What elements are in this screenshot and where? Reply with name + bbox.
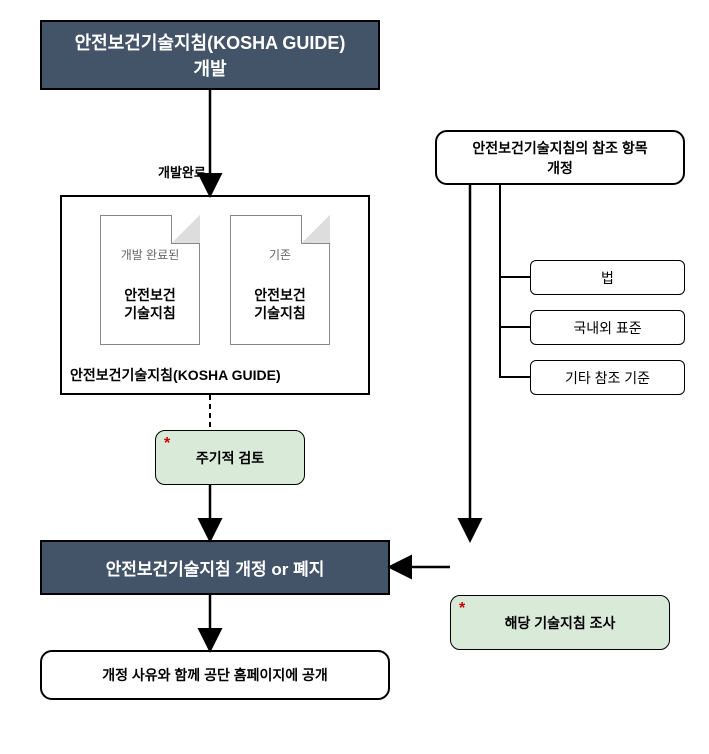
node-periodic-review: * 주기적 검토 [155, 430, 305, 485]
node-investigate: * 해당 기술지침 조사 [450, 595, 670, 650]
node-reference-revision: 안전보건기술지침의 참조 항목 개정 [435, 130, 685, 185]
document-existing-top: 기존 [231, 246, 329, 263]
asterisk-icon: * [459, 600, 465, 618]
node-reference-revision-line1: 안전보건기술지침의 참조 항목 [472, 140, 647, 156]
node-law-label: 법 [601, 268, 614, 288]
node-investigate-label: 해당 기술지침 조사 [505, 613, 616, 633]
document-existing-guide: 기존 안전보건기술지침 [230, 215, 330, 345]
edge-label-dev-done: 개발완료 [158, 162, 206, 181]
node-development: 안전보건기술지침(KOSHA GUIDE) 개발 [40, 20, 380, 90]
node-periodic-review-label: 주기적 검토 [196, 448, 264, 468]
node-publish: 개정 사유와 함께 공단 홈페이지에 공개 [40, 650, 390, 700]
document-new-top: 개발 완료된 [101, 246, 199, 263]
node-other-ref-label: 기타 참조 기준 [565, 368, 650, 388]
node-development-line2: 개발 [193, 59, 226, 79]
document-new-main: 안전보건기술지침 [101, 286, 199, 322]
node-revision: 안전보건기술지침 개정 or 폐지 [40, 540, 390, 595]
node-standard-label: 국내외 표준 [573, 318, 641, 338]
document-existing-main: 안전보건기술지침 [231, 286, 329, 322]
node-revision-label: 안전보건기술지침 개정 or 폐지 [106, 555, 325, 580]
document-new-guide: 개발 완료된 안전보건기술지침 [100, 215, 200, 345]
node-publish-label: 개정 사유와 함께 공단 홈페이지에 공개 [102, 665, 328, 685]
node-law: 법 [530, 260, 685, 295]
asterisk-icon: * [164, 435, 170, 453]
node-standard: 국내외 표준 [530, 310, 685, 345]
node-guide-container-label: 안전보건기술지침(KOSHA GUIDE) [70, 365, 281, 385]
node-other-ref: 기타 참조 기준 [530, 360, 685, 395]
node-reference-revision-line2: 개정 [547, 160, 573, 176]
node-development-line1: 안전보건기술지침(KOSHA GUIDE) [75, 33, 346, 53]
